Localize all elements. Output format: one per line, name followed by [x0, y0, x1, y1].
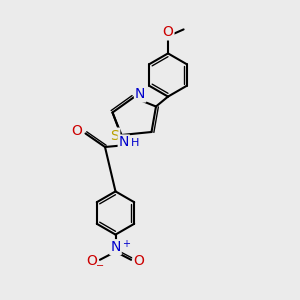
Text: N: N	[119, 136, 129, 149]
Text: +: +	[122, 238, 130, 249]
Text: O: O	[163, 26, 173, 39]
Text: O: O	[72, 124, 83, 137]
Text: N: N	[135, 88, 145, 101]
Text: O: O	[134, 254, 144, 268]
Text: −: −	[96, 261, 104, 271]
Text: H: H	[131, 137, 140, 148]
Text: O: O	[87, 254, 98, 268]
Text: N: N	[110, 240, 121, 254]
Text: S: S	[110, 129, 119, 142]
